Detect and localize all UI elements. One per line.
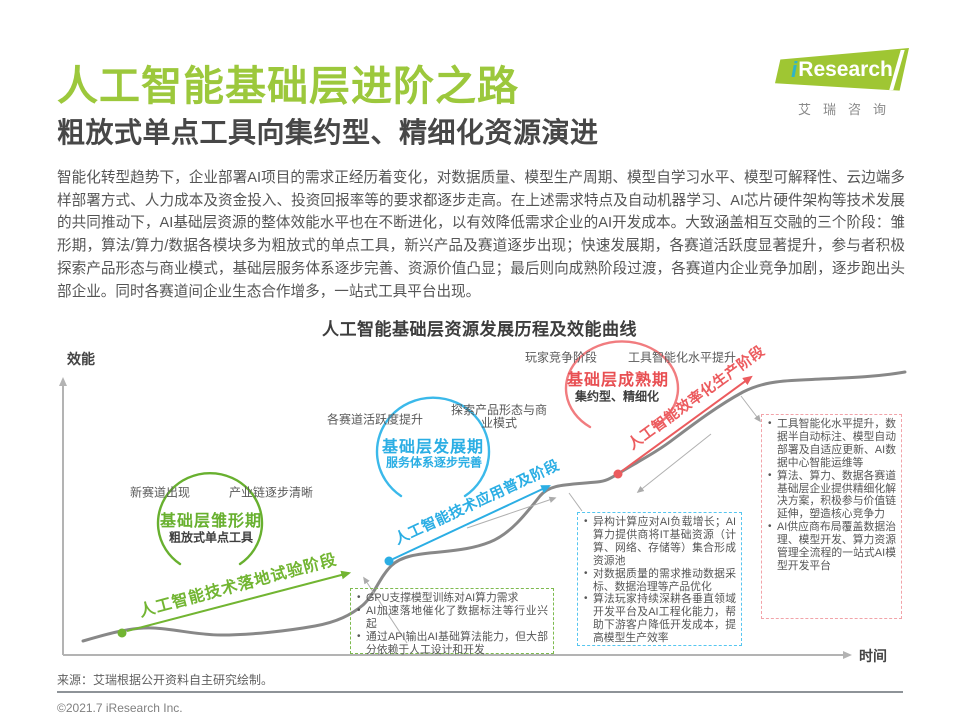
leader-line-stage3	[740, 395, 761, 423]
stage3-circle	[564, 340, 680, 429]
leader-line-stage2	[636, 433, 712, 493]
stage3-feature-label-1: 玩家竞争阶段	[524, 350, 598, 365]
stage2-name: 基础层发展期	[381, 439, 485, 456]
note-item: 通过API输出AI基础算法能力，但大部分依赖于人工设计和开发	[356, 631, 548, 657]
efficiency-curve-figure: 效能 时间 新赛道出现 产业链逐步清晰 基础层雏形期 粗放式单点工具 各赛道活跃…	[55, 335, 935, 675]
stage3-notes-box: 工具智能化水平提升，数据半自动标注、模型自动部署及自适应更新、AI数据中心智能运…	[761, 414, 902, 619]
page-subtitle: 粗放式单点工具向集约型、精细化资源演进	[57, 117, 599, 148]
stage1-circle	[156, 471, 264, 566]
stage3-start-dot	[613, 469, 623, 479]
note-item: 对数据质量的需求推动数据采标、数据治理等产品优化	[583, 568, 736, 594]
stage3-notes-list: 工具智能化水平提升，数据半自动标注、模型自动部署及自适应更新、AI数据中心智能运…	[767, 418, 896, 573]
stage2-feature-label-2: 探索产品形态与商业模式	[450, 403, 547, 430]
note-item: 工具智能化水平提升，数据半自动标注、模型自动部署及自适应更新、AI数据中心智能运…	[767, 418, 896, 470]
logo-i-glyph: i	[791, 57, 798, 82]
leader-line-plateau	[466, 496, 557, 529]
stage2-phase-arrow	[392, 485, 551, 560]
performance-curve	[81, 370, 907, 643]
stage2-tagline: 服务体系逐步完善	[385, 455, 483, 470]
note-item: 算法、算力、数据各赛道基础层企业提供精细化解决方案，积极参与价值链延伸，塑造核心…	[767, 470, 896, 522]
x-axis-label: 时间	[859, 648, 887, 664]
intro-paragraph: 智能化转型趋势下，企业部署AI项目的需求正经历着变化，对数据质量、模型生产周期、…	[57, 170, 905, 300]
stage1-phase-arrow	[126, 570, 352, 632]
logo-chinese-name: 艾瑞咨询	[797, 102, 898, 117]
copyright-note: ©2021.7 iResearch Inc.	[57, 701, 183, 715]
stage3-feature-label-2: 工具智能化水平提升	[627, 350, 737, 365]
stage2-notes-list: 异构计算应对AI负载增长；AI算力提供商将IT基础资源（计算、网络、存储等）集合…	[583, 516, 736, 645]
stage3-name: 基础层成熟期	[566, 372, 670, 389]
iresearch-logo: i Research 艾瑞咨询	[775, 48, 909, 118]
note-item: AI供应商布局覆盖数据治理、模型开发、算力资源管理全流程的一站式AI模型开发平台	[767, 521, 896, 573]
stage2-start-dot	[384, 556, 394, 566]
source-note: 来源：艾瑞根据公开资料自主研究绘制。	[57, 673, 274, 687]
stage1-notes-box: GPU支撑模型训练对AI算力需求AI加速落地催化了数据标注等行业兴起通过API输…	[350, 588, 554, 657]
stage1-notes-list: GPU支撑模型训练对AI算力需求AI加速落地催化了数据标注等行业兴起通过API输…	[356, 592, 548, 657]
note-item: 算法玩家持续深耕各垂直领域开发平台及AI工程化能力，帮助下游客户降低开发成本，提…	[583, 593, 736, 645]
leader-line-stage2-stub	[568, 492, 583, 512]
stage1-feature-label-2: 产业链逐步清晰	[228, 485, 314, 500]
iresearch-logo-mark: i Research	[775, 48, 909, 91]
stage3-tagline: 集约型、精细化	[574, 389, 660, 404]
stage2-notes-box: 异构计算应对AI负载增长；AI算力提供商将IT基础资源（计算、网络、存储等）集合…	[577, 512, 742, 646]
logo-brand-text: Research	[798, 58, 893, 81]
note-item: AI加速落地催化了数据标注等行业兴起	[356, 605, 548, 631]
stage1-name: 基础层雏形期	[159, 513, 263, 530]
note-item: GPU支撑模型训练对AI算力需求	[356, 592, 548, 605]
stage1-start-dot	[117, 628, 127, 638]
footer-divider	[57, 691, 903, 693]
stage1-feature-label-1: 新赛道出现	[129, 485, 191, 500]
note-item: 异构计算应对AI负载增长；AI算力提供商将IT基础资源（计算、网络、存储等）集合…	[583, 516, 736, 568]
stage2-feature-label-1: 各赛道活跃度提升	[326, 412, 424, 427]
y-axis-label: 效能	[67, 351, 95, 367]
page-title: 人工智能基础层进阶之路	[57, 63, 519, 109]
figure-title: 人工智能基础层资源发展历程及效能曲线	[322, 320, 637, 339]
stage2-circle	[375, 396, 491, 498]
stage3-phase-arrow	[621, 375, 753, 472]
stage1-tagline: 粗放式单点工具	[168, 530, 254, 545]
